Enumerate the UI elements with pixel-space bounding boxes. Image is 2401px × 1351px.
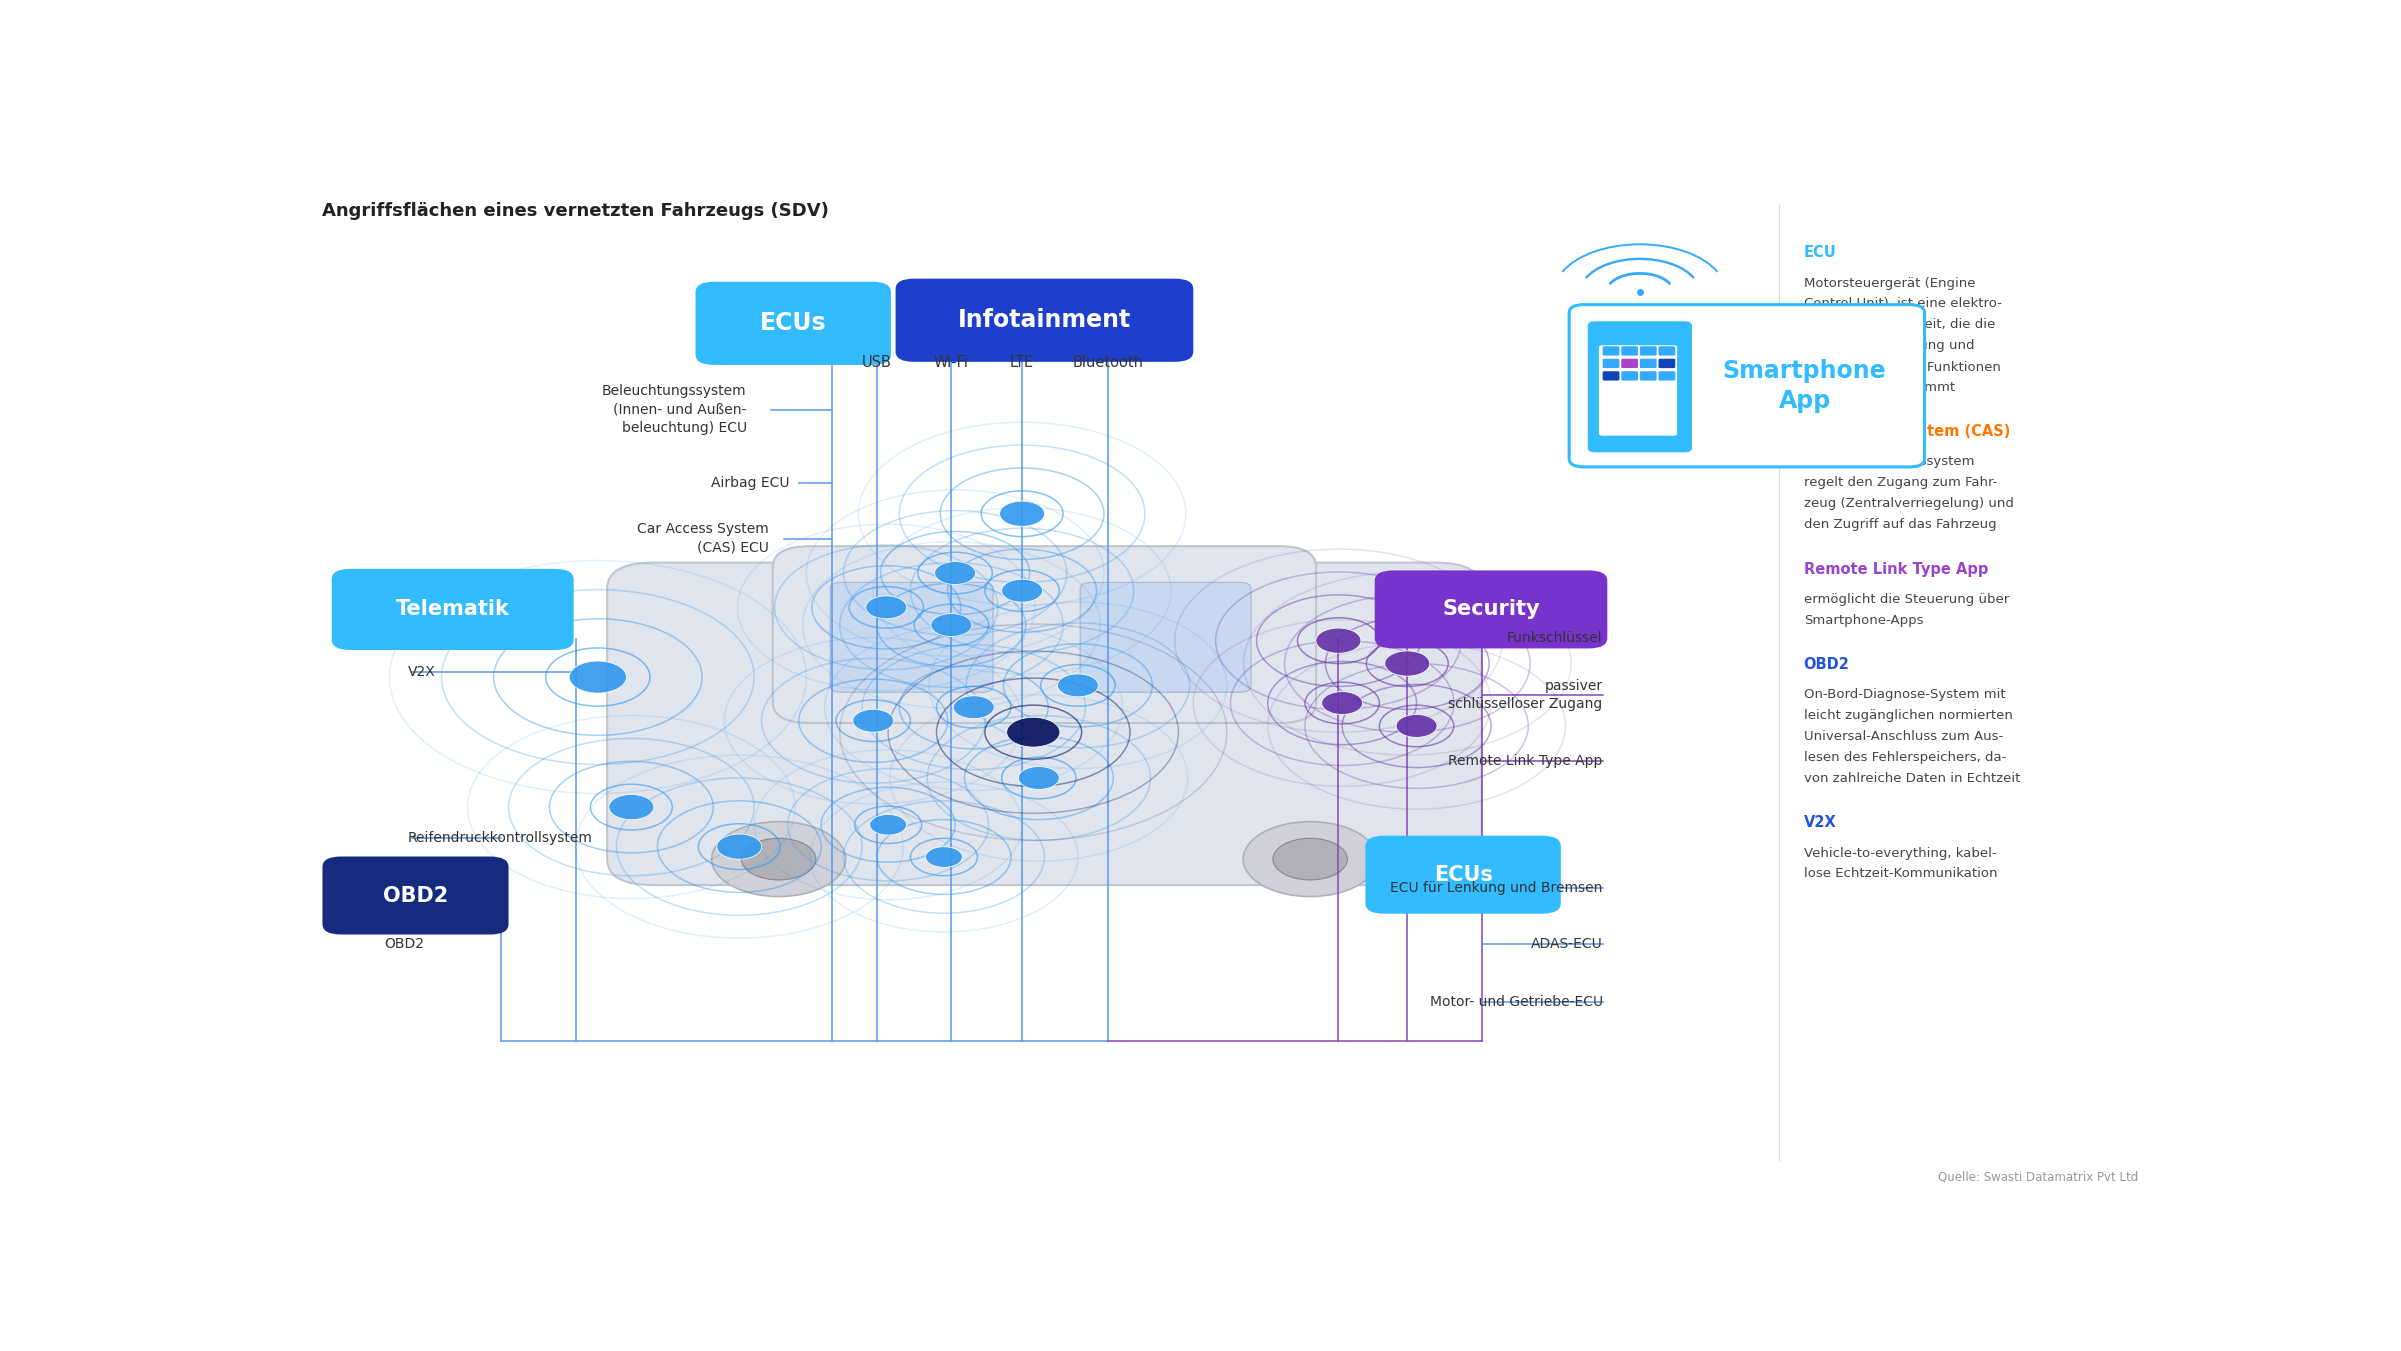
FancyBboxPatch shape [1621,372,1637,381]
Text: ermöglicht die Steuerung über: ermöglicht die Steuerung über [1803,593,2010,605]
FancyBboxPatch shape [1640,346,1657,355]
Text: den Zugriff auf das Fahrzeug: den Zugriff auf das Fahrzeug [1803,517,1995,531]
Text: OBD2: OBD2 [382,885,449,905]
Text: Universal-Anschluss zum Aus-: Universal-Anschluss zum Aus- [1803,730,2002,743]
Circle shape [1018,766,1059,789]
Text: V2X: V2X [408,665,437,678]
Text: von zahlreiche Daten in Echtzeit: von zahlreiche Daten in Echtzeit [1803,771,2019,785]
Circle shape [1001,580,1042,603]
FancyBboxPatch shape [331,569,574,650]
Text: ECUs: ECUs [761,311,826,335]
Text: Car Access System
(CAS) ECU: Car Access System (CAS) ECU [636,523,768,555]
FancyBboxPatch shape [1604,372,1618,381]
Text: Security: Security [1443,600,1539,620]
Text: leicht zugänglichen normierten: leicht zugänglichen normierten [1803,709,2012,723]
FancyBboxPatch shape [1659,346,1676,355]
Text: USB: USB [862,355,891,370]
Circle shape [1395,715,1438,738]
Text: passiver
schlüsselloser Zugang: passiver schlüsselloser Zugang [1448,678,1604,711]
Text: Quelle: Swasti Datamatrix Pvt Ltd: Quelle: Swasti Datamatrix Pvt Ltd [1938,1171,2139,1183]
Text: Bluetooth: Bluetooth [1073,355,1143,370]
FancyBboxPatch shape [1599,346,1676,436]
Circle shape [999,501,1044,527]
Text: ECU: ECU [1803,246,1837,261]
FancyBboxPatch shape [1659,359,1676,367]
Circle shape [569,661,627,693]
FancyBboxPatch shape [1659,372,1676,381]
Text: Remote Link Type App: Remote Link Type App [1448,754,1604,769]
Text: LTE: LTE [1011,355,1035,370]
FancyBboxPatch shape [322,857,509,935]
FancyBboxPatch shape [1604,346,1618,355]
FancyBboxPatch shape [1587,322,1693,453]
Circle shape [1316,628,1361,654]
FancyBboxPatch shape [607,562,1481,885]
Text: Vehicle-to-everything, kabel-: Vehicle-to-everything, kabel- [1803,847,1995,859]
Circle shape [1006,717,1059,747]
Text: Car Access System (CAS): Car Access System (CAS) [1803,424,2010,439]
Text: lose Echtzeit-Kommunikation: lose Echtzeit-Kommunikation [1803,867,1998,881]
FancyBboxPatch shape [1621,359,1637,367]
Text: des Motors übernimmt: des Motors übernimmt [1803,381,1954,393]
Text: ECU für Lenkung und Bremsen: ECU für Lenkung und Bremsen [1390,881,1604,896]
Text: Fahrzeug-Zugangssystem: Fahrzeug-Zugangssystem [1803,455,1976,469]
Circle shape [610,794,653,820]
Text: Smartphone-Apps: Smartphone-Apps [1803,613,1923,627]
Circle shape [934,562,975,585]
Text: OBD2: OBD2 [1803,658,1849,673]
Text: Infotainment: Infotainment [958,308,1131,332]
Text: Funkschlüssel: Funkschlüssel [1508,631,1604,644]
Text: Smartphone
App: Smartphone App [1724,359,1887,412]
Text: Angriffsflächen eines vernetzten Fahrzeugs (SDV): Angriffsflächen eines vernetzten Fahrzeu… [322,201,828,220]
Text: V2X: V2X [1803,816,1837,831]
FancyBboxPatch shape [831,582,994,692]
Circle shape [852,709,893,732]
Circle shape [1321,692,1364,715]
Text: Airbag ECU: Airbag ECU [711,476,790,489]
Text: Beleuchtungssystem
(Innen- und Außen-
beleuchtung) ECU: Beleuchtungssystem (Innen- und Außen- be… [603,384,747,435]
Circle shape [953,696,994,719]
Text: Motorsteuergerät (Engine: Motorsteuergerät (Engine [1803,277,1976,289]
Circle shape [932,613,972,636]
Text: On-Bord-Diagnose-System mit: On-Bord-Diagnose-System mit [1803,689,2005,701]
Text: Reifendruckkontrollsystem: Reifendruckkontrollsystem [408,831,593,846]
Text: Wi-Fi: Wi-Fi [934,355,970,370]
Text: regelt den Zugang zum Fahr-: regelt den Zugang zum Fahr- [1803,477,1998,489]
Circle shape [718,834,761,859]
Text: OBD2: OBD2 [384,938,425,951]
Circle shape [869,815,908,835]
FancyBboxPatch shape [1621,346,1637,355]
Circle shape [1056,674,1097,697]
Text: Steuerung, Regelung und: Steuerung, Regelung und [1803,339,1974,353]
Circle shape [711,821,845,897]
FancyBboxPatch shape [896,278,1193,362]
FancyBboxPatch shape [1570,304,1926,467]
Text: zeug (Zentralverriegelung) und: zeug (Zentralverriegelung) und [1803,497,2014,511]
Text: Remote Link Type App: Remote Link Type App [1803,562,1988,577]
Text: Überwachung der Funktionen: Überwachung der Funktionen [1803,359,2000,374]
FancyBboxPatch shape [1376,570,1606,648]
FancyBboxPatch shape [1640,372,1657,381]
Circle shape [1244,821,1378,897]
Text: ADAS-ECU: ADAS-ECU [1532,938,1604,951]
Text: Motor- und Getriebe-ECU: Motor- und Getriebe-ECU [1429,994,1604,1009]
Text: lesen des Fehlerspeichers, da-: lesen des Fehlerspeichers, da- [1803,751,2005,763]
FancyBboxPatch shape [1640,359,1657,367]
Circle shape [924,847,963,867]
Circle shape [1385,651,1431,676]
FancyBboxPatch shape [1366,836,1561,913]
FancyBboxPatch shape [696,282,891,365]
FancyBboxPatch shape [1604,359,1618,367]
FancyBboxPatch shape [773,546,1316,723]
Text: Telematik: Telematik [396,600,509,620]
Circle shape [742,838,816,880]
Circle shape [1273,838,1347,880]
Text: Control Unit), ist eine elektro-: Control Unit), ist eine elektro- [1803,297,2002,311]
FancyBboxPatch shape [1080,582,1251,692]
Text: nische Steuereinheit, die die: nische Steuereinheit, die die [1803,319,1995,331]
Text: ECUs: ECUs [1433,865,1493,885]
Circle shape [867,596,908,619]
